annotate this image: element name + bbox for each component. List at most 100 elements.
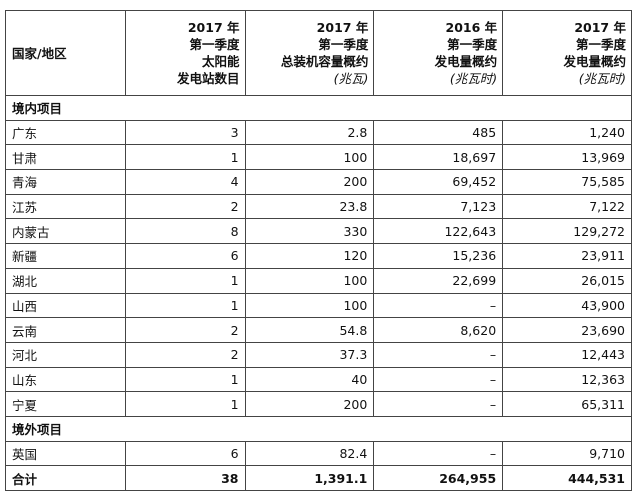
value-cell: – (373, 391, 504, 417)
table-row: 河北 2 37.3–12,443 (5, 341, 632, 368)
table-row: 青海 4 200 69,452 75,585 (5, 169, 632, 195)
region-cell: 青海 (5, 169, 126, 195)
value-cell: 2 (124, 317, 246, 343)
region-cell: 山西 (5, 292, 126, 319)
header-line: 第一季度 (318, 37, 369, 52)
value-cell: 8 (124, 218, 246, 245)
value-cell: 120 (244, 243, 375, 269)
value-cell: 1,391.1 (244, 465, 375, 491)
value-cell: 100 (244, 144, 375, 171)
value-cell: 444,531 (502, 465, 632, 491)
value-cell: – (373, 440, 504, 467)
header-line: 2017 年 (316, 20, 369, 35)
column-header: 国家/地区 (5, 10, 126, 96)
value-cell: 12,443 (502, 341, 632, 368)
header-unit: (兆瓦时) (578, 71, 626, 86)
section-title: 境外项目 (5, 415, 632, 442)
table-row: 山西 1 100–43,900 (5, 292, 632, 319)
region-cell: 山东 (5, 366, 126, 393)
section-title: 境内项目 (5, 95, 632, 121)
value-cell: 65,311 (502, 391, 632, 417)
value-cell: 40 (244, 366, 375, 393)
value-cell: 4 (124, 169, 246, 195)
region-cell: 宁夏 (5, 391, 126, 417)
table-row: 内蒙古 8 330 122,643 129,272 (5, 218, 632, 245)
table-row: 广东 3 2.8 485 1,240 (5, 119, 632, 146)
header-line: 第一季度 (575, 37, 626, 52)
value-cell: 1 (124, 267, 246, 294)
header-line: 2016 年 (445, 20, 498, 35)
region-cell: 湖北 (5, 267, 126, 294)
value-cell: 69,452 (373, 169, 504, 195)
value-cell: – (373, 341, 504, 368)
total-row: 合计 38 1,391.1 264,955 444,531 (5, 465, 632, 491)
header-unit: (兆瓦) (333, 71, 369, 86)
value-cell: 37.3 (244, 341, 375, 368)
value-cell: – (373, 366, 504, 393)
value-cell: 18,697 (373, 144, 504, 171)
value-cell: 9,710 (502, 440, 632, 467)
solar-station-table: 国家/地区 2017 年第一季度 太阳能 发电站数目 2017 年第一季度 总装机容量概约… (5, 10, 632, 491)
header-unit: (兆瓦时) (449, 71, 498, 86)
value-cell: 38 (124, 465, 246, 491)
value-cell: 82.4 (244, 440, 375, 467)
region-cell: 江苏 (5, 193, 126, 220)
section-row: 境内项目 (5, 95, 632, 121)
value-cell: 23.8 (244, 193, 375, 220)
value-cell: 200 (244, 391, 375, 417)
column-header: 2017 年第一季度总装机容量概约 (兆瓦) (244, 10, 375, 96)
value-cell: 330 (244, 218, 375, 245)
table-row: 新疆 6 120 15,236 23,911 (5, 243, 632, 269)
value-cell: 15,236 (373, 243, 504, 269)
value-cell: 22,699 (373, 267, 504, 294)
value-cell: 1 (124, 366, 246, 393)
region-cell: 合计 (5, 465, 126, 491)
column-header: 2017 年第一季度 太阳能 发电站数目 (124, 10, 246, 96)
value-cell: 1,240 (502, 119, 632, 146)
header-row: 国家/地区 2017 年第一季度 太阳能 发电站数目 2017 年第一季度 总装机容量概约… (5, 10, 632, 96)
value-cell: 200 (244, 169, 375, 195)
value-cell: 6 (124, 440, 246, 467)
value-cell: 129,272 (502, 218, 632, 245)
region-cell: 河北 (5, 341, 126, 368)
region-cell: 云南 (5, 317, 126, 343)
value-cell: 75,585 (502, 169, 632, 195)
section-row: 境外项目 (5, 415, 632, 442)
value-cell: – (373, 292, 504, 319)
table-row: 英国 6 82.4–9,710 (5, 440, 632, 467)
value-cell: 1 (124, 292, 246, 319)
value-cell: 12,363 (502, 366, 632, 393)
value-cell: 26,015 (502, 267, 632, 294)
value-cell: 2 (124, 341, 246, 368)
header-line: 发电量概约 (563, 54, 626, 69)
value-cell: 23,690 (502, 317, 632, 343)
value-cell: 264,955 (373, 465, 504, 491)
value-cell: 7,122 (502, 193, 632, 220)
table-row: 云南 2 54.8 8,620 23,690 (5, 317, 632, 343)
value-cell: 100 (244, 292, 375, 319)
table-row: 湖北 1 100 22,699 26,015 (5, 267, 632, 294)
value-cell: 2.8 (244, 119, 375, 146)
region-cell: 内蒙古 (5, 218, 126, 245)
column-header: 2016 年第一季度 发电量概约 (兆瓦时) (373, 10, 504, 96)
region-cell: 甘肃 (5, 144, 126, 171)
region-cell: 广东 (5, 119, 126, 146)
value-cell: 7,123 (373, 193, 504, 220)
table-row: 甘肃 1 100 18,697 13,969 (5, 144, 632, 171)
value-cell: 43,900 (502, 292, 632, 319)
region-cell: 英国 (5, 440, 126, 467)
table-row: 山东 1 40–12,363 (5, 366, 632, 393)
table-row: 江苏 2 23.8 7,123 7,122 (5, 193, 632, 220)
column-header: 2017 年第一季度发电量概约 (兆瓦时) (502, 10, 632, 96)
header-line: 太阳能 (202, 54, 240, 69)
value-cell: 1 (124, 144, 246, 171)
value-cell: 122,643 (373, 218, 504, 245)
header-line: 总装机容量概约 (280, 54, 369, 69)
value-cell: 3 (124, 119, 246, 146)
value-cell: 23,911 (502, 243, 632, 269)
header-line: 2017 年 (574, 20, 626, 35)
value-cell: 2 (124, 193, 246, 220)
header-line: 发电量概约 (434, 54, 498, 69)
region-cell: 新疆 (5, 243, 126, 269)
value-cell: 8,620 (373, 317, 504, 343)
